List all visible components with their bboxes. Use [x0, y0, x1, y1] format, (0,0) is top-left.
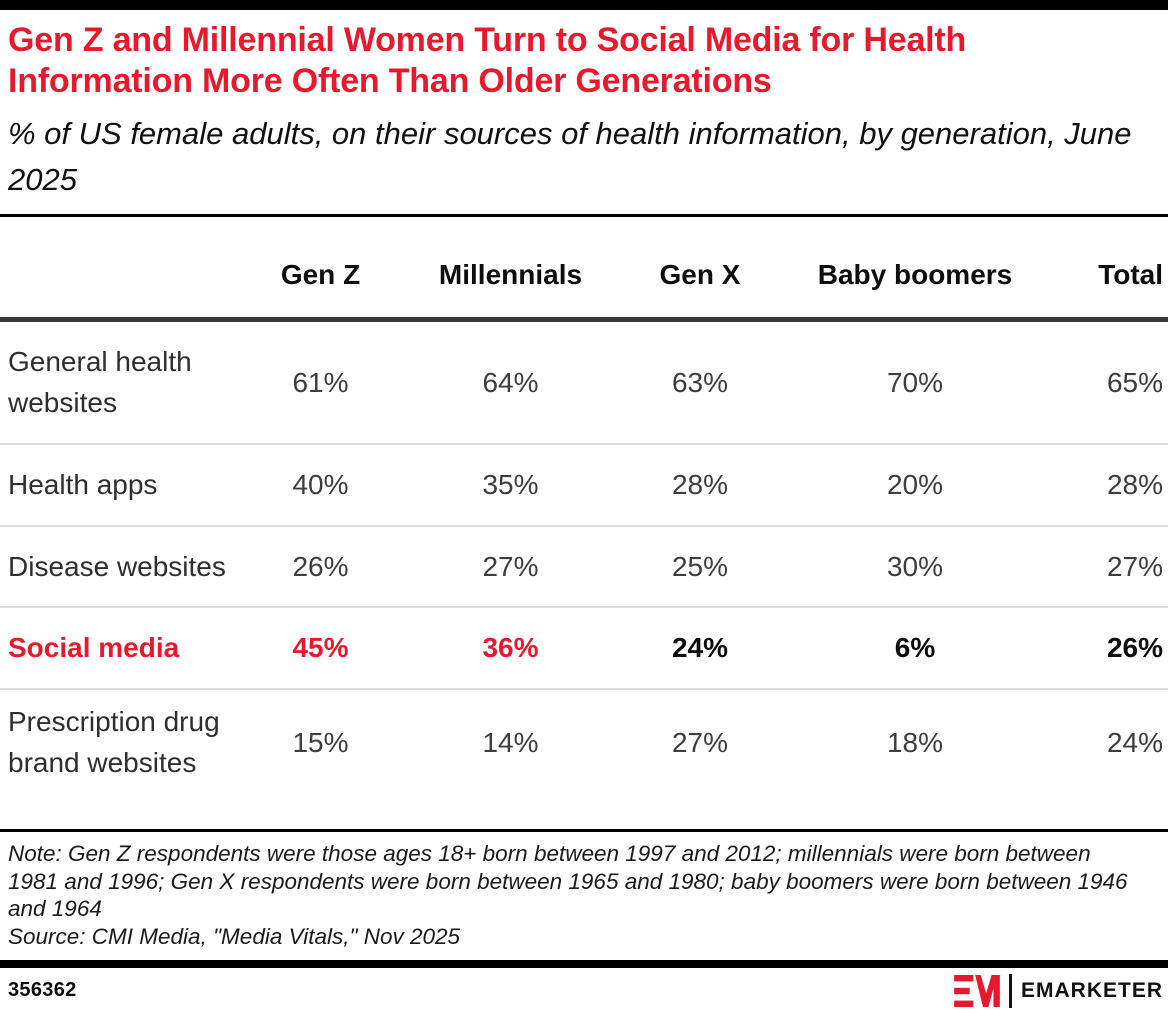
table-row: Social media 45% 36% 24% 6% 26% [0, 606, 1168, 690]
cell-value: 15% [230, 688, 411, 830]
row-label: Health apps [0, 443, 230, 527]
table-bottom-rule [0, 829, 1168, 833]
table-row: Prescription drug brand websites 15% 14% 27… [0, 688, 1168, 830]
row-label: General health websites [8, 345, 192, 418]
cell-value: 40% [230, 443, 411, 527]
chart-subtitle: % of US female adults, on their sources … [8, 115, 1132, 198]
cell-value: 27% [411, 525, 610, 608]
chart-title: Gen Z and Millennial Women Turn to Socia… [8, 21, 967, 101]
cell-value: 26% [1040, 606, 1168, 690]
data-table: Gen Z Millennials Gen X Baby boomers Total G… [0, 216, 1168, 830]
note-text: Note: Gen Z respondents were those ages … [8, 841, 1128, 922]
cell-value: 63% [671, 366, 729, 398]
emarketer-wordmark: EMARKETER [1020, 978, 1163, 1002]
cell-value: 28% [1040, 443, 1168, 527]
cell-value: 27% [1040, 525, 1168, 608]
table-header-row: Gen Z Millennials Gen X Baby boomers Total [0, 216, 1168, 322]
footnotes: Note: Gen Z respondents were those ages … [0, 832, 1168, 950]
emarketer-em-mark-icon [954, 974, 1000, 1007]
table-row: Health apps 40% 35% 28% 20% 28% [0, 443, 1168, 527]
cell-value: 45% [230, 606, 411, 690]
cell-value: 28% [610, 443, 790, 527]
chart-id: 356362 [8, 979, 77, 1002]
column-header-gen-x: Gen X [610, 216, 790, 322]
cell-value: 61% [292, 366, 349, 398]
cell-value: 70% [886, 366, 944, 398]
cell-value: 30% [790, 525, 1040, 608]
cell-value: 18% [790, 688, 1040, 830]
emarketer-logo: EMARKETER [954, 973, 1163, 1008]
top-black-bar [0, 0, 1168, 10]
source-text: Source: CMI Media, "Media Vitals," Nov 2… [8, 923, 461, 949]
cell-value: 64% [482, 366, 539, 398]
cell-value: 27% [610, 688, 790, 830]
table-body: General health websites 61% 64% 63% 70% 65% He… [0, 319, 1168, 830]
column-header-total: Total [1040, 216, 1168, 322]
column-header-gen-z: Gen Z [230, 216, 411, 322]
cell-value: 25% [610, 525, 790, 608]
footer: 356362 EMARKETER [0, 968, 1168, 1013]
logo-divider [1008, 973, 1012, 1008]
footer-black-bar [0, 960, 1168, 969]
cell-value: 36% [411, 606, 610, 690]
header-divider-rule [0, 213, 1168, 217]
column-header-row-label [0, 216, 230, 322]
column-header-baby-boomers: Baby boomers [790, 216, 1040, 322]
cell-value: 14% [411, 688, 610, 830]
row-label: Disease websites [0, 525, 230, 608]
cell-value: 24% [610, 606, 790, 690]
table-row: Disease websites 26% 27% 25% 30% 27% [0, 525, 1168, 608]
row-label: Prescription drug brand websites [0, 688, 230, 830]
chart-header: Gen Z and Millennial Women Turn to Socia… [0, 10, 1168, 204]
cell-value: 65% [1106, 366, 1163, 398]
row-label: Social media [0, 606, 230, 690]
cell-value: 26% [230, 525, 411, 608]
cell-value: 20% [790, 443, 1040, 527]
cell-value: 24% [1040, 688, 1168, 830]
cell-value: 35% [411, 443, 610, 527]
cell-value: 6% [790, 606, 1040, 690]
table-row: General health websites 61% 64% 63% 70% 65% [0, 319, 1168, 444]
column-header-millennials: Millennials [411, 216, 610, 322]
